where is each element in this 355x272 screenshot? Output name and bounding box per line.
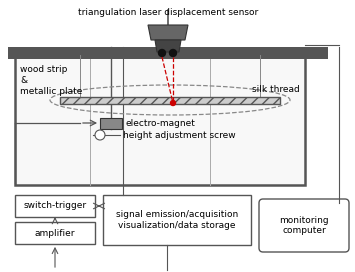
Circle shape [158,50,165,57]
Bar [60,97,280,104]
Text: signal emission/acquisition
visualization/data storage: signal emission/acquisition visualizatio… [116,210,238,230]
Text: switch-trigger: switch-trigger [23,202,87,211]
Bar [8,47,328,59]
Bar [103,195,251,245]
Circle shape [95,130,105,140]
Polygon shape [155,40,181,52]
Text: silk thread: silk thread [252,85,300,94]
Circle shape [170,100,175,106]
Text: wood strip
&
metallic plate: wood strip & metallic plate [20,65,82,96]
Bar [15,195,95,217]
Text: triangulation laser displacement sensor: triangulation laser displacement sensor [78,8,258,17]
Bar [15,222,95,244]
Text: amplifier: amplifier [35,228,75,237]
Text: electro-magnet: electro-magnet [126,119,196,128]
Text: height adjustment screw: height adjustment screw [123,131,236,140]
Bar [100,118,122,129]
Text: monitoring
computer: monitoring computer [279,216,329,235]
Circle shape [169,50,176,57]
Polygon shape [148,25,188,40]
FancyBboxPatch shape [259,199,349,252]
Bar [15,55,305,185]
